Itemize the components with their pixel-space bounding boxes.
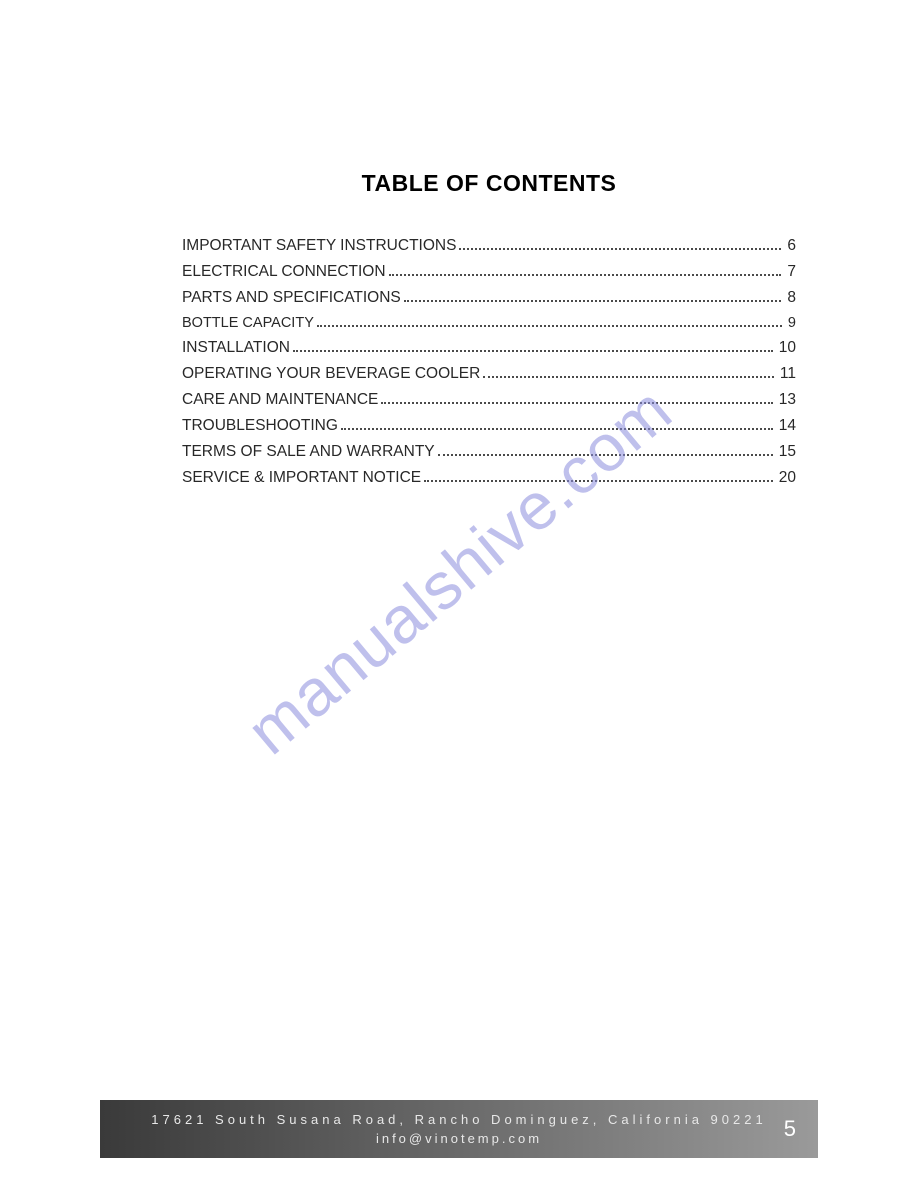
toc-entry: PARTS AND SPECIFICATIONS 8 bbox=[182, 289, 796, 307]
toc-leader-dots bbox=[293, 350, 773, 352]
toc-entry: TERMS OF SALE AND WARRANTY 15 bbox=[182, 443, 796, 461]
toc-leader-dots bbox=[317, 325, 782, 327]
toc-entry: ELECTRICAL CONNECTION 7 bbox=[182, 263, 796, 281]
toc-entry-page: 13 bbox=[776, 391, 796, 409]
toc-entry: TROUBLESHOOTING 14 bbox=[182, 417, 796, 435]
toc-leader-dots bbox=[483, 376, 774, 378]
toc-entry-page: 11 bbox=[777, 365, 796, 383]
toc-entry-label: ELECTRICAL CONNECTION bbox=[182, 263, 386, 281]
toc-leader-dots bbox=[404, 300, 782, 302]
toc-entry-page: 20 bbox=[776, 469, 796, 487]
page-footer: 17621 South Susana Road, Rancho Domingue… bbox=[100, 1100, 818, 1158]
footer-content: 17621 South Susana Road, Rancho Domingue… bbox=[100, 1110, 818, 1149]
footer-email: info@vinotemp.com bbox=[100, 1129, 818, 1149]
toc-leader-dots bbox=[389, 274, 782, 276]
toc-entry-label: BOTTLE CAPACITY bbox=[182, 315, 314, 331]
toc-entry-label: CARE AND MAINTENANCE bbox=[182, 391, 378, 409]
toc-leader-dots bbox=[424, 480, 773, 482]
toc-entry-page: 14 bbox=[776, 417, 796, 435]
toc-leader-dots bbox=[381, 402, 772, 404]
toc-entry-label: OPERATING YOUR BEVERAGE COOLER bbox=[182, 365, 480, 383]
footer-address: 17621 South Susana Road, Rancho Domingue… bbox=[100, 1110, 818, 1130]
toc-entry-label: SERVICE & IMPORTANT NOTICE bbox=[182, 469, 421, 487]
toc-entry-label: IMPORTANT SAFETY INSTRUCTIONS bbox=[182, 237, 456, 255]
toc-entry: OPERATING YOUR BEVERAGE COOLER 11 bbox=[182, 365, 796, 383]
footer-page-number: 5 bbox=[784, 1116, 796, 1142]
toc-entry-label: TROUBLESHOOTING bbox=[182, 417, 338, 435]
toc-entry: SERVICE & IMPORTANT NOTICE 20 bbox=[182, 469, 796, 487]
toc-entry-page: 6 bbox=[784, 237, 796, 255]
toc-entry-label: PARTS AND SPECIFICATIONS bbox=[182, 289, 401, 307]
page-title: TABLE OF CONTENTS bbox=[182, 170, 796, 197]
toc-leader-dots bbox=[341, 428, 773, 430]
document-page: TABLE OF CONTENTS IMPORTANT SAFETY INSTR… bbox=[0, 0, 918, 1188]
toc-leader-dots bbox=[438, 454, 773, 456]
toc-entry: INSTALLATION 10 bbox=[182, 339, 796, 357]
toc-entry-label: TERMS OF SALE AND WARRANTY bbox=[182, 443, 435, 461]
toc-entry: IMPORTANT SAFETY INSTRUCTIONS 6 bbox=[182, 237, 796, 255]
toc-entry-page: 10 bbox=[776, 339, 796, 357]
toc-entry-page: 8 bbox=[784, 289, 796, 307]
toc-entry-page: 15 bbox=[776, 443, 796, 461]
toc-entry: BOTTLE CAPACITY 9 bbox=[182, 315, 796, 331]
toc-entry-page: 7 bbox=[784, 263, 796, 281]
toc-entry: CARE AND MAINTENANCE 13 bbox=[182, 391, 796, 409]
toc-leader-dots bbox=[459, 248, 781, 250]
toc-entry-label: INSTALLATION bbox=[182, 339, 290, 357]
toc-entry-page: 9 bbox=[785, 315, 796, 331]
table-of-contents: IMPORTANT SAFETY INSTRUCTIONS 6 ELECTRICAL… bbox=[182, 237, 796, 487]
